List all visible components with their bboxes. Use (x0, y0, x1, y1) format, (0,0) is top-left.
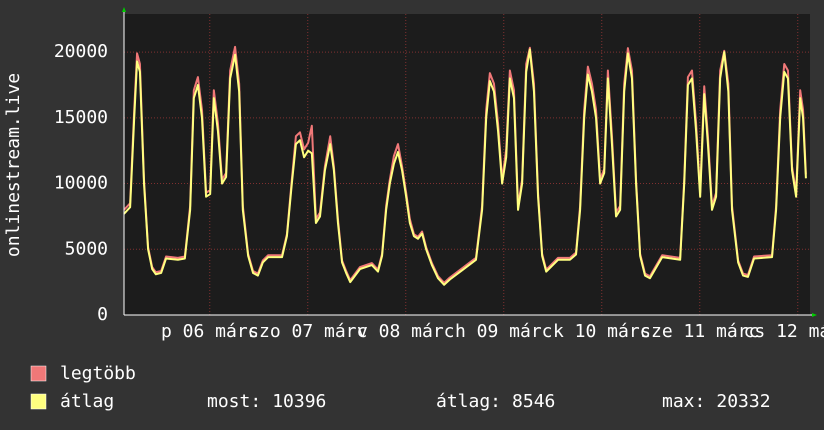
legend-swatch (30, 393, 47, 410)
x-tick-label: h 09 márc (455, 321, 553, 342)
x-tick-label: szo 07 márc (248, 321, 367, 342)
series-line (123, 48, 807, 286)
legend-label: legtöbb (60, 363, 136, 384)
y-tick-label: 5000 (65, 238, 108, 259)
axis-arrow (122, 7, 126, 12)
y-tick-label: 20000 (54, 41, 108, 62)
x-tick-label: cs 12 márc (744, 321, 824, 342)
legend-label: átlag (60, 391, 114, 412)
x-tick-label: k 10 márc (553, 321, 651, 342)
stat-label: max: (662, 391, 705, 412)
legend-swatch (30, 365, 47, 382)
stat-value: 8546 (512, 391, 555, 412)
x-tick-label: v 08 márc (357, 321, 455, 342)
x-tick-label: sze 11 márc (640, 321, 759, 342)
y-tick-label: 10000 (54, 173, 108, 194)
y-tick-label: 15000 (54, 107, 108, 128)
axis-arrow (812, 313, 817, 317)
stat-label: átlag: (436, 391, 501, 412)
stat-value: 20332 (716, 391, 770, 412)
stat-label: most: (207, 391, 261, 412)
x-tick-label: p 06 márc (161, 321, 259, 342)
y-axis-label: onlinestream.live (3, 73, 24, 257)
stat-value: 10396 (272, 391, 326, 412)
y-tick-label: 0 (97, 304, 108, 325)
